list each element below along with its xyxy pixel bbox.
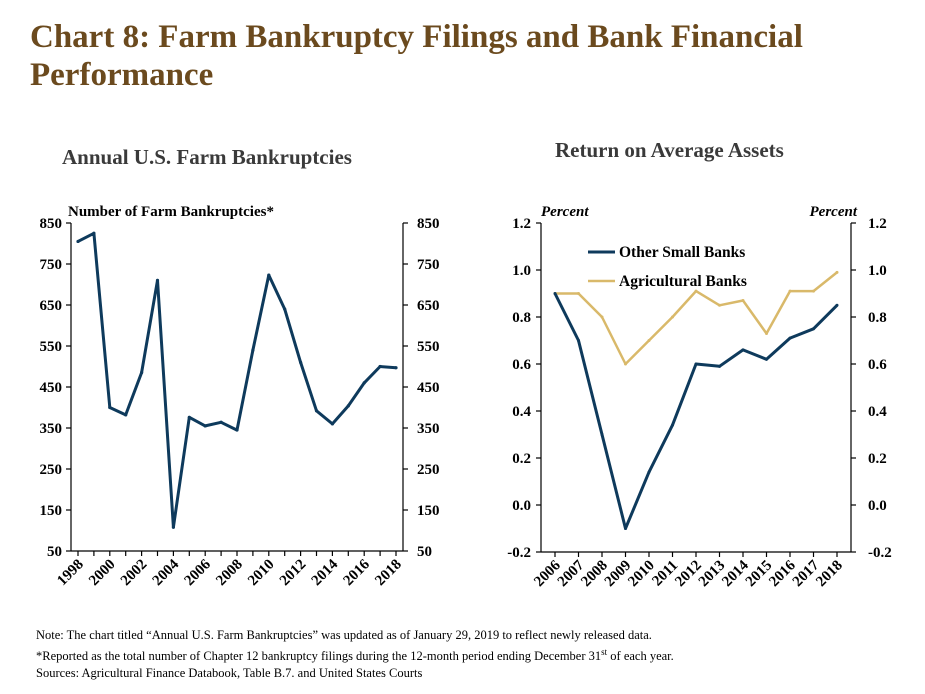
bankruptcies-data-point: [299, 360, 303, 364]
reported-note-sup: st: [601, 647, 608, 657]
y-axis-label-left: Percent: [541, 204, 589, 220]
bankruptcies-data-point: [108, 405, 112, 410]
bankruptcies-data-point: [140, 371, 144, 375]
y-tick-label-right: 1.2: [868, 216, 887, 232]
main-title: Chart 8: Farm Bankruptcy Filings and Ban…: [30, 19, 803, 93]
y-tick-label-right: 650: [417, 298, 440, 314]
bankruptcies-data-point: [394, 366, 398, 370]
y-tick-label-left: 0.0: [512, 498, 531, 514]
other-small-banks-data-point: [741, 348, 745, 352]
bankruptcies-data-point: [92, 231, 96, 235]
y-tick-label-right: 0.6: [868, 357, 887, 373]
update-note: Note: The chart titled “Annual U.S. Farm…: [36, 628, 652, 642]
y-tick-label-right: 50: [417, 544, 432, 560]
bankruptcies-data-point: [314, 409, 319, 413]
other-small-banks-data-point: [671, 423, 674, 427]
y-tick-label-left: 750: [40, 257, 63, 273]
agricultural-banks-data-point: [788, 289, 792, 293]
y-tick-label-left: 150: [40, 503, 63, 519]
y-tick-label-left: 550: [40, 339, 63, 355]
y-tick-label-left: -0.2: [507, 545, 531, 561]
other-small-banks-data-point: [694, 362, 698, 366]
footnotes: Note: The chart titled “Annual U.S. Farm…: [36, 627, 674, 682]
bankruptcies-data-point: [378, 364, 382, 369]
y-tick-label-left: 250: [40, 462, 63, 478]
y-tick-label-right: 0.2: [868, 451, 887, 467]
reported-note-tail: of each year.: [607, 649, 674, 664]
other-small-banks-data-point: [600, 433, 604, 436]
reported-note-text: *Reported as the total number of Chapter…: [36, 649, 602, 664]
y-tick-label-left: 350: [40, 421, 63, 437]
other-small-banks-data-point: [647, 470, 651, 474]
y-tick-label-right: 350: [417, 421, 440, 437]
y-tick-label-right: 450: [417, 380, 440, 396]
bankruptcies-data-point: [235, 428, 239, 432]
other-small-banks-data-point: [624, 527, 627, 530]
bankruptcies-data-point: [171, 525, 175, 529]
agricultural-banks-data-point: [741, 299, 745, 303]
x-tick-label: 2018: [813, 558, 846, 591]
y-tick-label-right: 1.0: [868, 263, 887, 279]
other-small-banks-data-point: [718, 364, 721, 368]
y-tick-label-left: 850: [40, 216, 63, 232]
agricultural-banks-data-point: [647, 339, 651, 342]
right-chart-title: Return on Average Assets: [555, 138, 784, 162]
y-tick-label-right: 0.8: [868, 310, 887, 326]
bankruptcies-data-point: [203, 424, 207, 428]
y-tick-label-right: 850: [417, 216, 440, 232]
bankruptcies-data-point: [219, 420, 223, 424]
other-small-banks-data-point: [577, 339, 580, 342]
other-small-banks-series-line: [553, 292, 839, 530]
legend-label-other-small-banks: Other Small Banks: [619, 244, 745, 261]
agricultural-banks-data-point: [694, 289, 698, 293]
y-axis-label-right: Percent: [810, 204, 858, 220]
other-small-banks-data-point: [765, 357, 768, 361]
y-tick-label-left: 1.0: [512, 263, 531, 279]
bankruptcies-data-point: [155, 278, 160, 282]
agricultural-banks-data-point: [671, 315, 674, 319]
bankruptcies-data-point: [187, 415, 191, 419]
agricultural-banks-data-point: [600, 315, 604, 319]
y-tick-label-right: 0.0: [868, 498, 887, 514]
bankruptcies-data-point: [267, 273, 271, 277]
y-tick-label-left: 1.2: [512, 216, 531, 232]
y-tick-label-right: 150: [417, 503, 440, 519]
agricultural-banks-data-point: [718, 303, 721, 307]
bankruptcies-data-point: [283, 307, 287, 311]
left-chart-title: Annual U.S. Farm Bankruptcies: [62, 145, 352, 169]
y-tick-label-left: 0.2: [512, 451, 531, 467]
y-tick-label-right: 250: [417, 462, 440, 478]
y-tick-label-right: 550: [417, 339, 440, 355]
y-axis-label: Number of Farm Bankruptcies*: [68, 204, 274, 220]
reported-note: *Reported as the total number of Chapter…: [36, 644, 674, 665]
sources-note: Sources: Agricultural Finance Databook, …: [36, 666, 423, 681]
y-tick-label-left: 0.6: [512, 357, 531, 373]
agricultural-banks-data-point: [812, 289, 815, 293]
y-tick-label-left: 450: [40, 380, 63, 396]
y-tick-label-left: 50: [47, 544, 62, 560]
other-small-banks-data-point: [553, 292, 557, 295]
bankruptcies-data-point: [362, 381, 366, 385]
bankruptcies-data-point: [330, 422, 334, 426]
legend-label-agricultural-banks: Agricultural Banks: [619, 273, 747, 290]
y-tick-label-left: 0.4: [512, 404, 531, 420]
bankruptcies-data-point: [124, 413, 128, 417]
bankruptcies-data-point: [346, 404, 350, 408]
agricultural-banks-data-point: [765, 331, 768, 335]
bankruptcies-data-point: [76, 239, 80, 244]
y-tick-label-left: 0.8: [512, 310, 531, 326]
y-tick-label-right: 750: [417, 257, 440, 273]
y-tick-label-left: 650: [40, 298, 63, 314]
other-small-banks-data-point: [788, 336, 792, 340]
other-small-banks-data-point: [835, 303, 839, 307]
y-tick-label-right: 0.4: [868, 404, 887, 420]
agricultural-banks-data-point: [577, 292, 580, 295]
bankruptcies-data-point: [251, 348, 255, 352]
other-small-banks-data-point: [812, 327, 815, 331]
y-tick-label-right: -0.2: [868, 545, 892, 561]
agricultural-banks-data-point: [835, 270, 839, 274]
agricultural-banks-data-point: [624, 362, 627, 366]
